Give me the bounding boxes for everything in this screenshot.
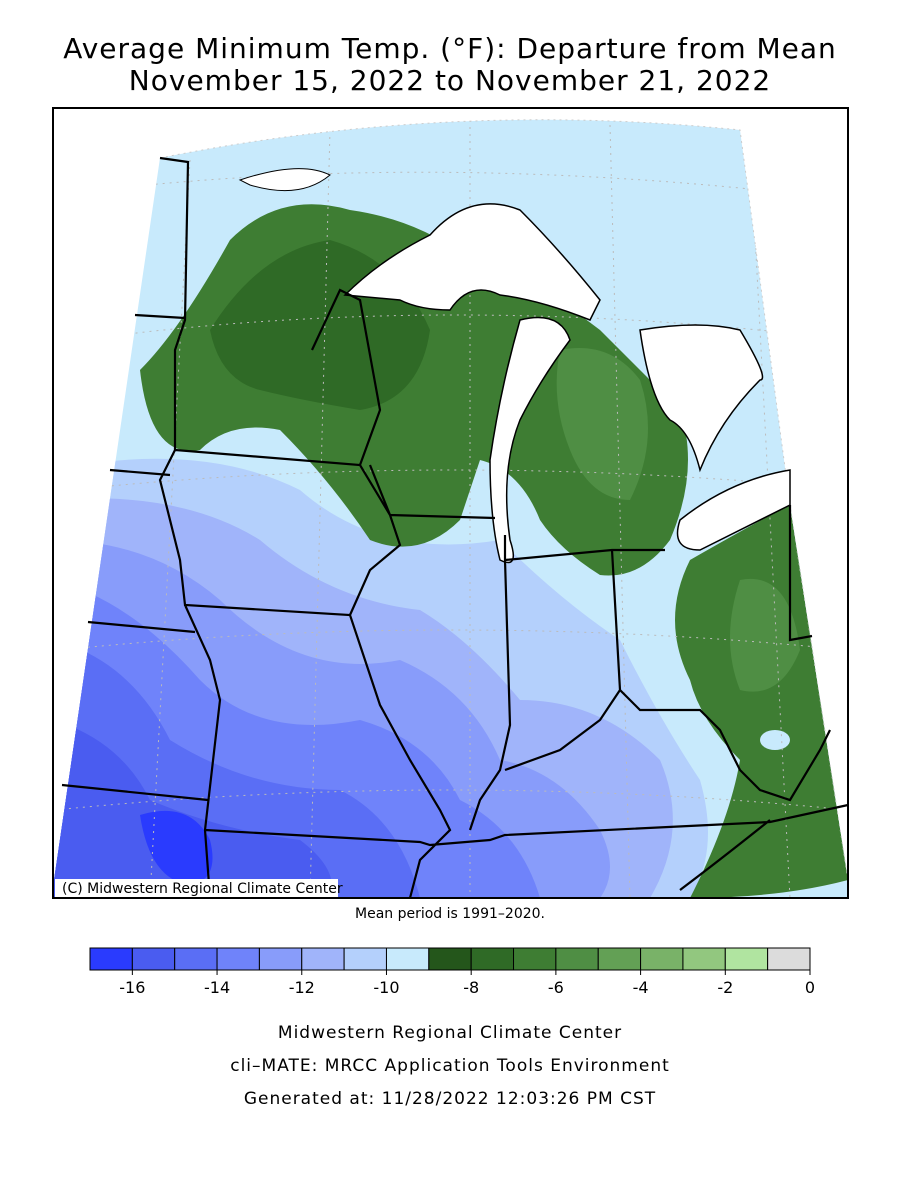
title: Average Minimum Temp. (°F): Departure fr… (63, 32, 837, 65)
color-swatch (385, 947, 430, 971)
color-swatch (343, 947, 387, 971)
color-swatch (724, 947, 769, 971)
copyright-box (55, 879, 338, 897)
tick-label: -2 (717, 978, 733, 997)
tick-label: -8 (463, 978, 479, 997)
footer-line: Generated at: 11/28/2022 12:03:26 PM CST (244, 1089, 656, 1109)
color-swatch (216, 947, 260, 971)
tick-label: -12 (289, 978, 315, 997)
tick-label: 0 (805, 978, 815, 997)
color-swatch (682, 947, 726, 971)
tick-label: -14 (204, 978, 230, 997)
color-swatch (301, 947, 345, 971)
color-swatch (513, 947, 557, 971)
colorbar: -16 -14 -12 -10 -8 -6 -4 -2 0 (89, 947, 815, 997)
color-swatch (258, 947, 303, 971)
tick-label: -16 (119, 978, 145, 997)
color-swatch (640, 947, 684, 971)
tick-label: -4 (633, 978, 649, 997)
color-swatch (767, 947, 811, 971)
color-swatch (131, 947, 176, 971)
color-swatch (174, 947, 218, 971)
color-swatch (470, 947, 515, 971)
color-swatch (597, 947, 642, 971)
tick-label: -10 (373, 978, 399, 997)
subtitle: November 15, 2022 to November 21, 2022 (129, 64, 771, 97)
color-swatch (89, 947, 133, 971)
map-frame (52, 107, 849, 899)
footer-line: Midwestern Regional Climate Center (278, 1023, 622, 1043)
footer-line: cli–MATE: MRCC Application Tools Environ… (230, 1056, 670, 1076)
color-swatch (428, 947, 472, 971)
map: (C) Midwestern Regional Climate Center (52, 107, 849, 899)
copyright: (C) Midwestern Regional Climate Center (62, 881, 343, 897)
color-swatch (555, 947, 599, 971)
tick-label: -6 (548, 978, 564, 997)
mean-period: Mean period is 1991–2020. (355, 906, 545, 922)
